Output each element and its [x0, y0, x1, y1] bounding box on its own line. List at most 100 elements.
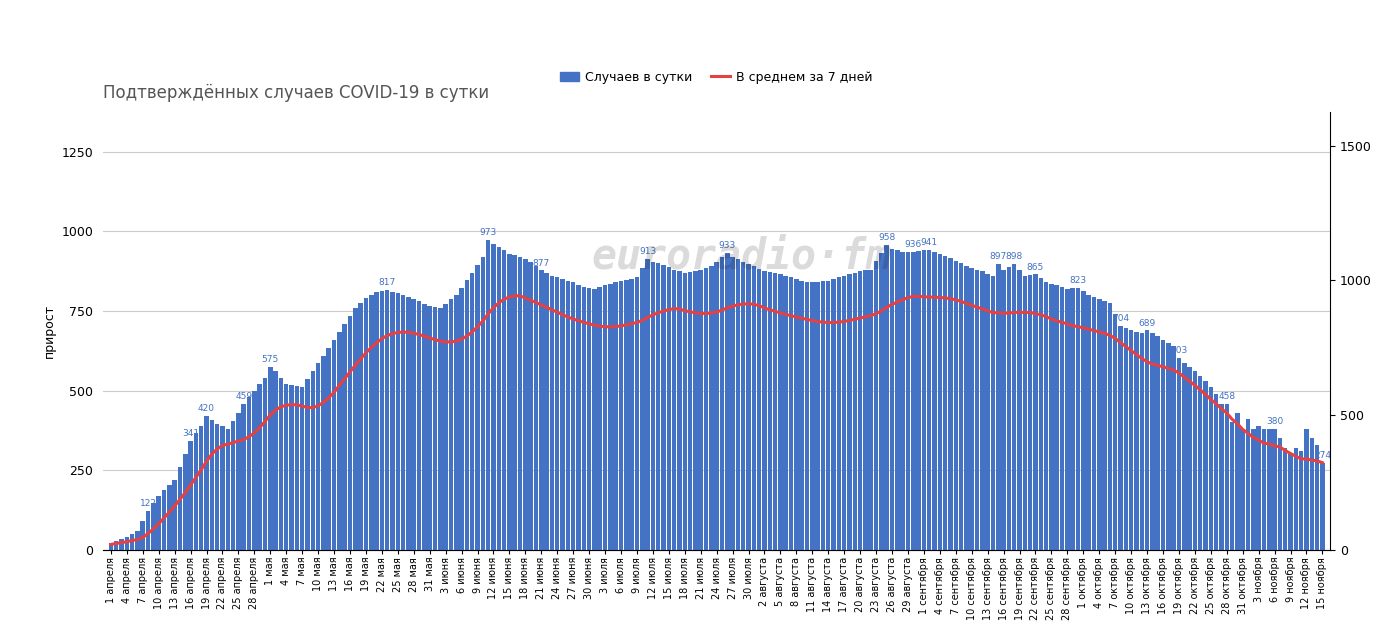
Bar [795, 279, 799, 550]
Bar [735, 259, 741, 550]
Bar [752, 266, 756, 550]
Bar [1166, 343, 1171, 550]
Bar [194, 434, 198, 550]
Bar [1268, 429, 1272, 550]
Bar [125, 537, 129, 550]
Bar [560, 279, 565, 550]
Bar [1298, 451, 1304, 550]
Bar [970, 268, 974, 550]
Bar [1123, 328, 1128, 550]
Bar [1054, 286, 1060, 550]
Bar [1071, 288, 1075, 550]
Bar [1172, 346, 1176, 550]
Bar [1017, 270, 1022, 550]
Bar [146, 511, 150, 550]
Bar [1272, 429, 1277, 550]
Bar [1108, 303, 1112, 550]
Bar [1140, 333, 1144, 550]
Bar [1097, 299, 1101, 550]
Bar [699, 269, 703, 550]
Bar [316, 363, 320, 550]
Bar [226, 429, 230, 550]
Text: 913: 913 [639, 247, 656, 257]
Bar [651, 262, 655, 550]
Bar [635, 277, 639, 550]
Bar [454, 295, 459, 550]
Bar [874, 261, 878, 550]
Bar [613, 283, 619, 550]
Bar [534, 266, 538, 550]
Text: Подтверждённых случаев COVID-19 в сутки: Подтверждённых случаев COVID-19 в сутки [103, 84, 490, 102]
Text: 817: 817 [379, 278, 395, 287]
Bar [300, 387, 304, 550]
Text: 898: 898 [1006, 252, 1022, 261]
Bar [427, 306, 431, 550]
Bar [491, 244, 495, 550]
Bar [709, 266, 713, 550]
Bar [778, 274, 782, 550]
Bar [417, 302, 422, 550]
Bar [380, 291, 384, 550]
Text: 122: 122 [140, 499, 157, 508]
Bar [804, 283, 809, 550]
Bar [401, 295, 405, 550]
Bar [927, 250, 932, 550]
Bar [917, 251, 921, 550]
Bar [677, 271, 681, 550]
Bar [741, 262, 745, 550]
Text: 459: 459 [236, 392, 252, 401]
Bar [331, 340, 336, 550]
Bar [485, 240, 491, 550]
Bar [688, 272, 692, 550]
Bar [230, 421, 236, 550]
Text: 936: 936 [904, 240, 922, 249]
Bar [178, 467, 182, 550]
Bar [1277, 438, 1282, 550]
Bar [592, 289, 596, 550]
Bar [694, 271, 698, 550]
Bar [816, 283, 820, 550]
Y-axis label: прирост: прирост [43, 304, 55, 358]
Bar [395, 293, 399, 550]
Bar [1187, 368, 1191, 550]
Bar [204, 416, 209, 550]
Bar [1315, 444, 1319, 550]
Bar [1060, 287, 1064, 550]
Bar [1294, 448, 1298, 550]
Bar [1289, 454, 1293, 550]
Bar [799, 281, 804, 550]
Bar [1065, 289, 1069, 550]
Bar [981, 271, 985, 550]
Bar [985, 274, 990, 550]
Bar [114, 541, 118, 550]
Text: 941: 941 [921, 238, 938, 247]
Bar [1225, 404, 1229, 550]
Bar [497, 247, 501, 550]
Bar [938, 253, 942, 550]
Bar [157, 496, 161, 550]
Bar [523, 259, 527, 550]
Bar [268, 366, 272, 550]
Bar [1204, 381, 1208, 550]
Text: 341: 341 [182, 429, 200, 438]
Bar [528, 262, 533, 550]
Text: euroradio·fm: euroradio·fm [591, 236, 892, 277]
Bar [290, 385, 294, 550]
Bar [247, 397, 251, 550]
Bar [135, 531, 140, 550]
Bar [1262, 429, 1266, 550]
Bar [603, 286, 608, 550]
Text: 575: 575 [262, 355, 279, 364]
Bar [842, 276, 846, 550]
Text: 877: 877 [533, 258, 549, 268]
Bar [183, 454, 187, 550]
Bar [140, 521, 146, 550]
Text: 458: 458 [1218, 392, 1236, 401]
Bar [326, 347, 331, 550]
Bar [294, 386, 300, 550]
Bar [215, 424, 219, 550]
Bar [773, 272, 777, 550]
Bar [827, 281, 831, 550]
Bar [1076, 288, 1080, 550]
Bar [311, 371, 315, 550]
